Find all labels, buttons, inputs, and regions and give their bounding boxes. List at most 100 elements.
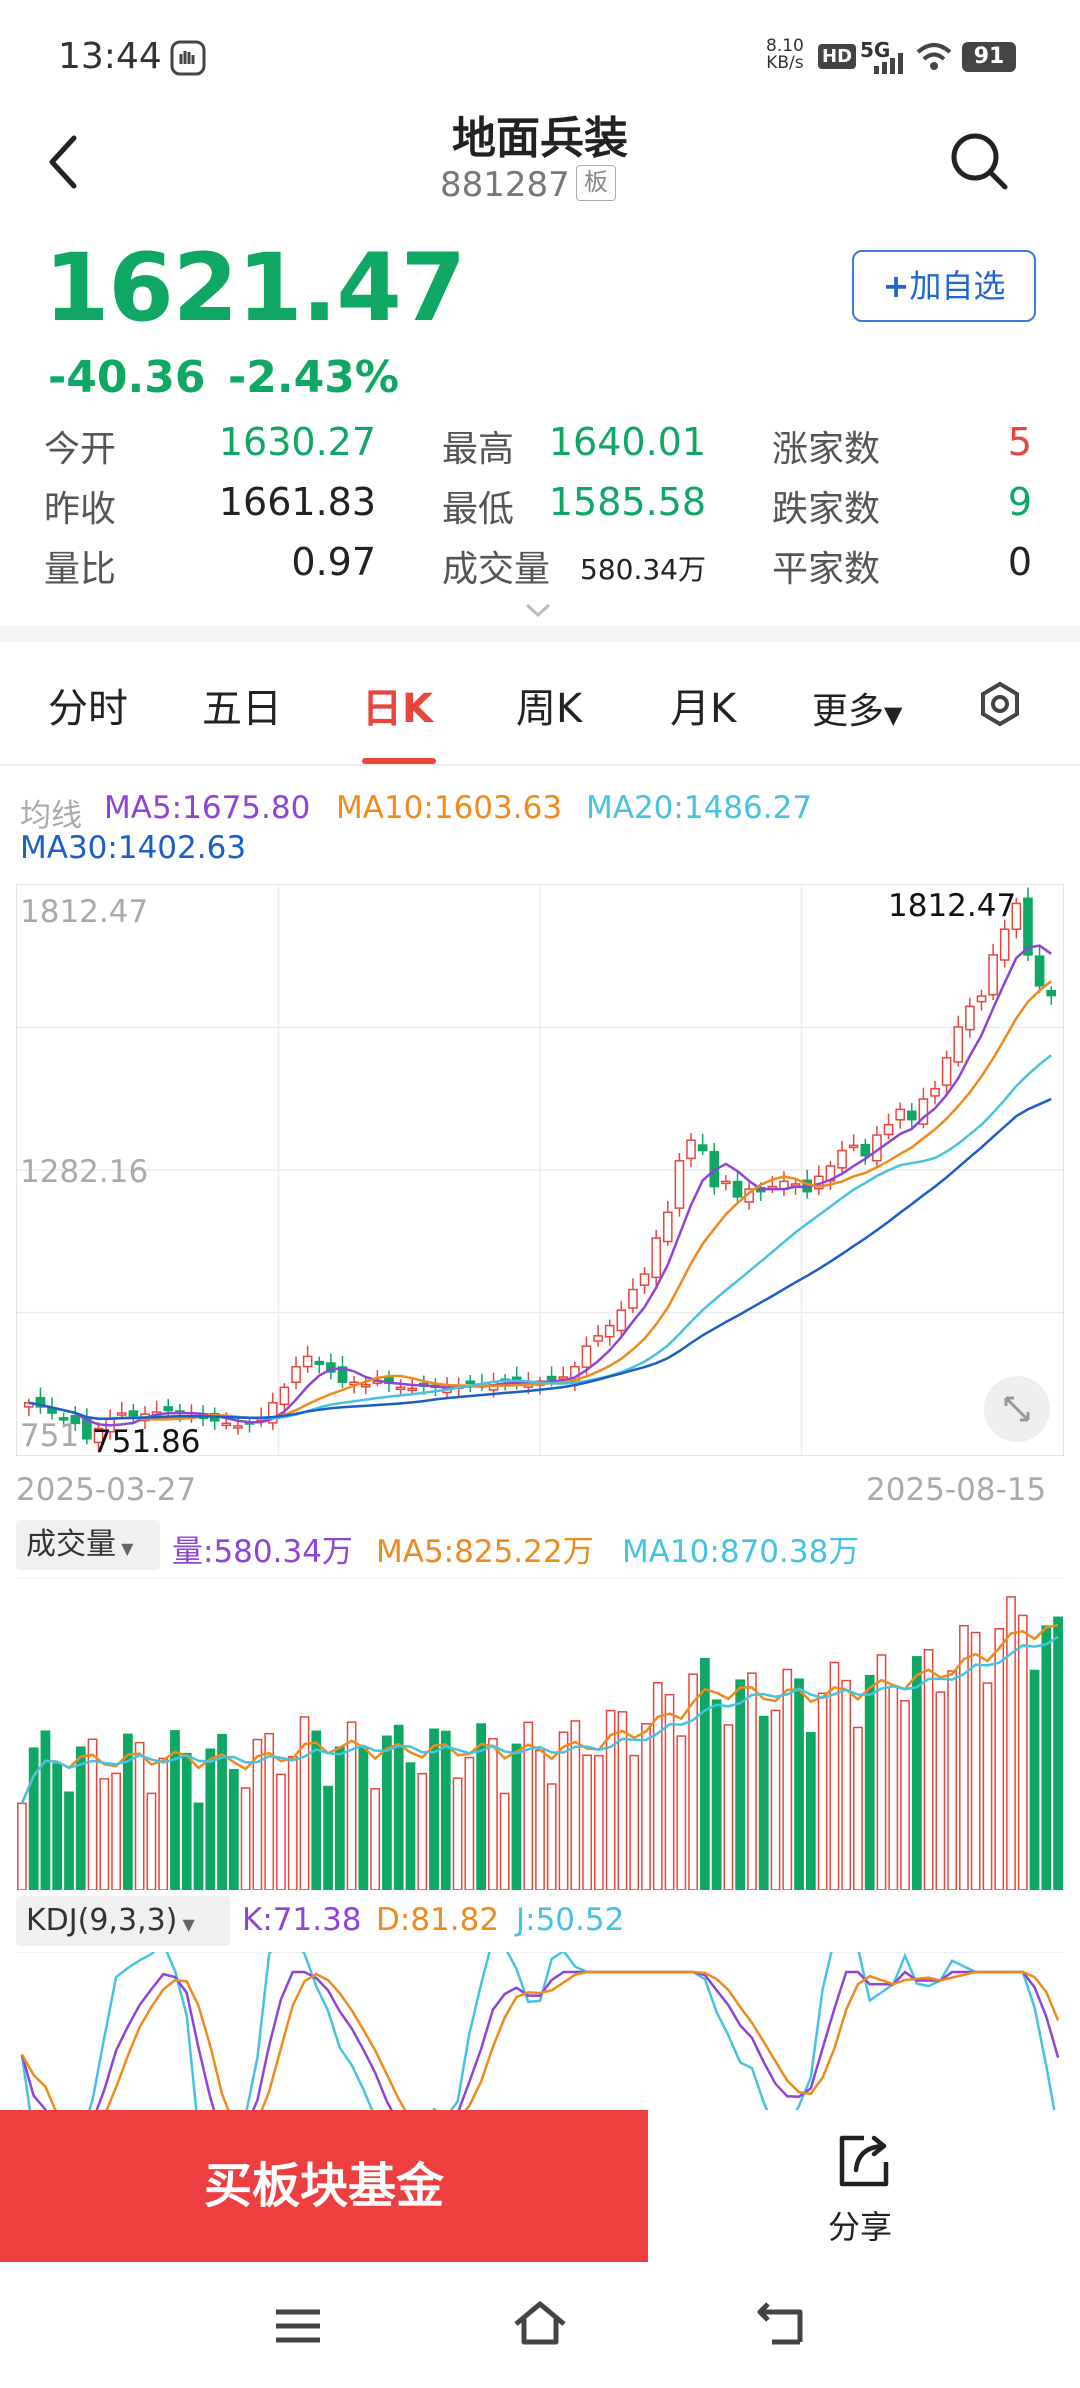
candle xyxy=(918,1098,929,1125)
candle xyxy=(1023,897,1033,956)
candle xyxy=(999,928,1010,961)
max-price-marker: 1812.47 xyxy=(888,888,1017,924)
volume-bar xyxy=(1006,1596,1016,1890)
volume-bar xyxy=(205,1748,216,1890)
volume-bar xyxy=(334,1746,345,1890)
volume-ma5-line xyxy=(20,1623,1059,1804)
fullscreen-icon xyxy=(1004,1396,1030,1422)
system-nav-bar xyxy=(0,2262,1080,2388)
volume-bar xyxy=(688,1673,698,1890)
volume-bar xyxy=(217,1733,227,1890)
volume-bar xyxy=(676,1735,687,1890)
candle xyxy=(639,1273,650,1286)
volume-ma5: MA5:825.22万 xyxy=(376,1534,594,1570)
candle xyxy=(965,1005,975,1031)
volume-bar xyxy=(122,1733,133,1890)
volume-bar xyxy=(558,1731,569,1890)
candle xyxy=(930,1087,940,1097)
tab-weekly-k[interactable]: 周K xyxy=(516,686,583,732)
volume-bar xyxy=(994,1628,1005,1890)
candle xyxy=(291,1365,301,1384)
volume-bar xyxy=(299,1716,310,1890)
volume-bar xyxy=(228,1768,239,1890)
candle xyxy=(267,1402,278,1424)
candle xyxy=(732,1180,743,1198)
candle xyxy=(326,1362,336,1373)
home-icon[interactable] xyxy=(512,2300,568,2346)
kline-chart[interactable] xyxy=(16,884,1064,1456)
signal-icon xyxy=(874,53,903,74)
volume-bar xyxy=(276,1773,286,1890)
candle xyxy=(988,954,998,996)
dropdown-icon: ▼ xyxy=(884,701,903,729)
settings-icon[interactable] xyxy=(976,680,1024,728)
candle xyxy=(116,1412,127,1416)
volume-bar xyxy=(99,1778,110,1890)
volume-bar xyxy=(476,1723,486,1890)
kdj-j: J:50.52 xyxy=(516,1902,625,1938)
prev-close-value: 1661.83 xyxy=(218,480,376,524)
volume-label: 成交量 xyxy=(442,549,551,590)
back-icon[interactable] xyxy=(44,132,84,192)
volume-bar xyxy=(570,1720,581,1890)
volume-bar xyxy=(1041,1625,1052,1890)
volume-bar xyxy=(605,1709,616,1890)
price-axis-top: 1812.47 xyxy=(20,894,149,930)
candle xyxy=(883,1124,894,1136)
volume-bar xyxy=(52,1763,63,1890)
share-button[interactable]: 分享 xyxy=(648,2110,1080,2262)
volume-bar xyxy=(75,1746,86,1890)
candle xyxy=(941,1057,952,1086)
volume-bar xyxy=(17,1802,27,1890)
volume-bar xyxy=(429,1728,439,1890)
buy-fund-button[interactable]: 买板块基金 xyxy=(0,2110,648,2262)
volume-bar xyxy=(900,1700,910,1890)
share-icon xyxy=(839,2135,889,2187)
volume-bar xyxy=(181,1752,192,1890)
candle xyxy=(976,995,987,1003)
search-icon[interactable] xyxy=(948,130,1010,192)
candle xyxy=(604,1324,615,1338)
down-count-value: 9 xyxy=(1007,480,1032,524)
back-nav-icon[interactable] xyxy=(752,2302,804,2348)
volume-bar xyxy=(617,1711,628,1890)
volume-bar xyxy=(817,1692,828,1890)
volume-bar xyxy=(523,1721,534,1890)
tab-more[interactable]: 更多▼ xyxy=(812,691,903,732)
volume-bar xyxy=(264,1732,275,1890)
volume-bar xyxy=(405,1762,416,1890)
candle xyxy=(662,1211,673,1243)
tab-intraday[interactable]: 分时 xyxy=(48,686,128,732)
volume-bar xyxy=(464,1756,475,1890)
candle xyxy=(651,1237,661,1279)
high-value: 1640.01 xyxy=(548,420,706,464)
volume-bar xyxy=(40,1730,51,1890)
volume-bar xyxy=(923,1649,934,1890)
fullscreen-button[interactable] xyxy=(984,1376,1050,1442)
candle xyxy=(360,1384,371,1388)
volume-indicator-selector[interactable]: 成交量 ▼ xyxy=(16,1520,160,1570)
volume-bar xyxy=(358,1747,369,1890)
kdj-chart xyxy=(16,1952,1064,2110)
candle xyxy=(233,1425,243,1429)
candle xyxy=(581,1345,592,1368)
prev-close-label: 昨收 xyxy=(44,489,117,530)
volume-bar xyxy=(582,1754,592,1890)
ma30-value: MA30:1402.63 xyxy=(20,830,247,866)
volume-bar xyxy=(864,1674,875,1890)
expand-chevron-icon[interactable] xyxy=(524,602,552,618)
tab-daily-k[interactable]: 日K xyxy=(362,686,433,732)
volume-bar xyxy=(382,1735,392,1890)
volume-bar xyxy=(641,1723,651,1890)
candle xyxy=(93,1427,104,1444)
volume-bar xyxy=(770,1709,781,1890)
volume-bar xyxy=(488,1738,498,1890)
kdj-indicator-selector[interactable]: KDJ(9,3,3) ▼ xyxy=(16,1896,230,1946)
menu-icon[interactable] xyxy=(274,2306,322,2346)
tab-monthly-k[interactable]: 月K xyxy=(670,686,737,732)
tab-five-day[interactable]: 五日 xyxy=(202,686,282,732)
candle xyxy=(837,1149,847,1169)
candle xyxy=(314,1360,325,1365)
add-watchlist-button[interactable]: +加自选 xyxy=(852,250,1036,322)
sector-code: 881287 xyxy=(440,165,570,205)
